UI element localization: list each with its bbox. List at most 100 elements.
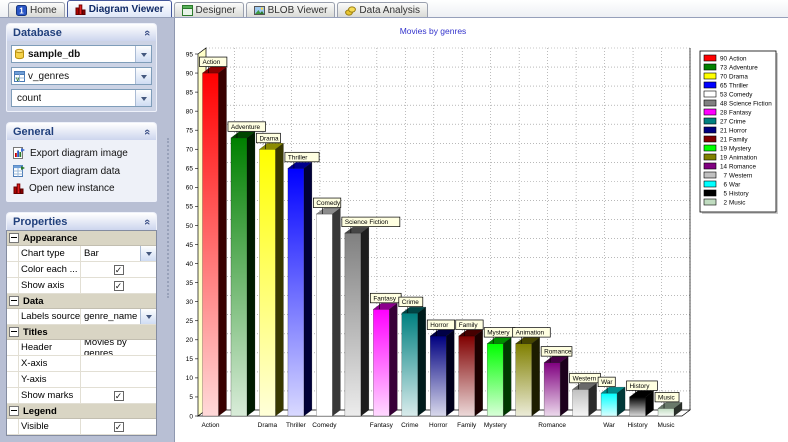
collapse-minus-icon[interactable] <box>9 406 19 416</box>
property-value-select[interactable]: Bar <box>81 246 156 261</box>
dropdown-arrow-icon[interactable] <box>135 90 151 106</box>
x-tick-label: Mystery <box>484 422 508 429</box>
bar-label-comedy: Comedy <box>313 197 342 215</box>
svg-text:Western: Western <box>729 173 753 180</box>
tab-label: Designer <box>195 4 236 16</box>
collapse-panel-icon[interactable] <box>143 128 151 134</box>
properties-panel-header[interactable]: Properties <box>6 212 157 230</box>
y-tick-label: 65 <box>186 166 194 173</box>
checkbox[interactable]: ✓ <box>113 280 124 291</box>
category-label: Data <box>23 295 44 307</box>
sidebar-splitter[interactable] <box>163 18 174 442</box>
collapse-minus-icon[interactable] <box>9 327 19 337</box>
bar-label-drama: Drama <box>256 132 281 150</box>
select-v_genres[interactable]: v v_genres <box>11 67 152 85</box>
y-tick-label: 55 <box>186 204 194 211</box>
property-row-labels-source: Labels source genre_name <box>7 309 156 325</box>
property-value-field[interactable]: Movies by genres <box>81 340 156 355</box>
x-tick-label: Romance <box>538 422 566 429</box>
tab-designer[interactable]: Designer <box>173 2 244 17</box>
property-value-field[interactable] <box>81 356 156 371</box>
export-image-icon <box>13 147 25 159</box>
svg-text:14: 14 <box>720 164 728 171</box>
svg-text:Family: Family <box>459 322 479 329</box>
select-count[interactable]: count <box>11 89 152 107</box>
collapse-panel-icon[interactable] <box>143 218 151 224</box>
legend-entry-family: 21 Family <box>703 135 748 144</box>
legend-entry-thriller: 65 Thriller <box>703 81 748 90</box>
bar-label-history: History <box>626 380 658 397</box>
svg-text:70: 70 <box>720 74 728 81</box>
bar-comedy <box>315 207 341 417</box>
y-tick-label: 5 <box>189 394 193 401</box>
category-label: Titles <box>23 326 48 338</box>
legend-entry-crime: 27 Crime <box>703 117 746 126</box>
svg-text:2: 2 <box>723 200 727 207</box>
property-value-field[interactable] <box>81 372 156 387</box>
svg-text:Drama: Drama <box>259 135 279 142</box>
bar-label-thriller: Thriller <box>284 151 320 169</box>
general-panel: General Export diagram image Export diagr… <box>6 122 157 202</box>
svg-text:Comedy: Comedy <box>316 200 341 207</box>
property-row-show-axis: Show axis ✓ <box>7 278 156 294</box>
bar-label-crime: Crime <box>398 296 424 314</box>
bar-action <box>201 66 228 417</box>
x-tick-label: Music <box>658 422 676 429</box>
property-value-select[interactable]: genre_name <box>81 309 156 324</box>
x-tick-label: Horror <box>429 422 448 429</box>
collapse-panel-icon[interactable] <box>143 29 151 35</box>
property-category-titles[interactable]: Titles <box>7 325 156 340</box>
action-label: Export diagram data <box>30 165 121 177</box>
bar-label-action: Action <box>199 56 228 74</box>
dropdown-arrow-icon[interactable] <box>140 309 156 324</box>
tab-home[interactable]: 1 Home <box>8 2 65 17</box>
chart-title: Movies by genres <box>400 26 467 36</box>
database-panel-header[interactable]: Database <box>6 23 157 41</box>
tab-blob-viewer[interactable]: BLOB Viewer <box>245 2 336 17</box>
select-value: sample_db <box>28 48 81 60</box>
bar-fantasy <box>372 302 398 417</box>
category-label: Legend <box>23 405 57 417</box>
svg-text:Science Fiction: Science Fiction <box>345 219 389 226</box>
checkbox[interactable]: ✓ <box>113 390 124 401</box>
property-category-legend[interactable]: Legend <box>7 404 156 419</box>
select-value: count <box>17 92 42 104</box>
property-category-appearance[interactable]: Appearance <box>7 231 156 246</box>
y-tick-label: 90 <box>186 70 194 77</box>
diagram-viewer-canvas: Movies by genres 0 5 10 15 20 25 30 35 40 45 50 55 60… <box>174 18 788 442</box>
select-sample_db[interactable]: sample_db <box>11 45 152 63</box>
svg-text:Thriller: Thriller <box>729 83 748 90</box>
bar-family <box>458 329 484 417</box>
property-label: Y-axis <box>19 372 81 387</box>
export-diagram-image-button[interactable]: Export diagram image <box>11 144 152 162</box>
select-value: v_genres <box>28 70 70 82</box>
bar-crime <box>401 306 427 417</box>
dropdown-arrow-icon[interactable] <box>140 246 156 261</box>
export-diagram-data-button[interactable]: Export diagram data <box>11 162 152 180</box>
collapse-minus-icon[interactable] <box>9 296 19 306</box>
tab-diagram-viewer[interactable]: Diagram Viewer <box>66 0 172 17</box>
blob-viewer-icon <box>253 5 265 15</box>
open-new-instance-button[interactable]: Open new instance <box>11 180 152 197</box>
action-label: Open new instance <box>29 183 115 194</box>
svg-text:Crime: Crime <box>729 119 746 126</box>
property-value: Movies by genres <box>84 340 127 355</box>
svg-text:Horror: Horror <box>729 128 747 135</box>
diagram-icon <box>75 4 86 15</box>
property-category-data[interactable]: Data <box>7 294 156 309</box>
database-panel-title: Database <box>13 26 62 39</box>
bar-label-science-fiction: Science Fiction <box>341 216 401 234</box>
property-row-show-marks: Show marks ✓ <box>7 388 156 404</box>
dropdown-arrow-icon[interactable] <box>135 46 151 62</box>
checkbox[interactable]: ✓ <box>113 421 124 432</box>
checkbox[interactable]: ✓ <box>113 264 124 275</box>
dropdown-arrow-icon[interactable] <box>135 68 151 84</box>
svg-text:1: 1 <box>19 6 24 15</box>
x-tick-label: Action <box>201 422 219 429</box>
collapse-minus-icon[interactable] <box>9 233 19 243</box>
general-panel-header[interactable]: General <box>6 122 157 140</box>
tab-data-analysis[interactable]: Data Analysis <box>337 2 429 17</box>
new-instance-icon <box>13 183 24 194</box>
legend-entry-music: 2 Music <box>703 198 745 207</box>
bar-label-horror: Horror <box>426 319 456 336</box>
